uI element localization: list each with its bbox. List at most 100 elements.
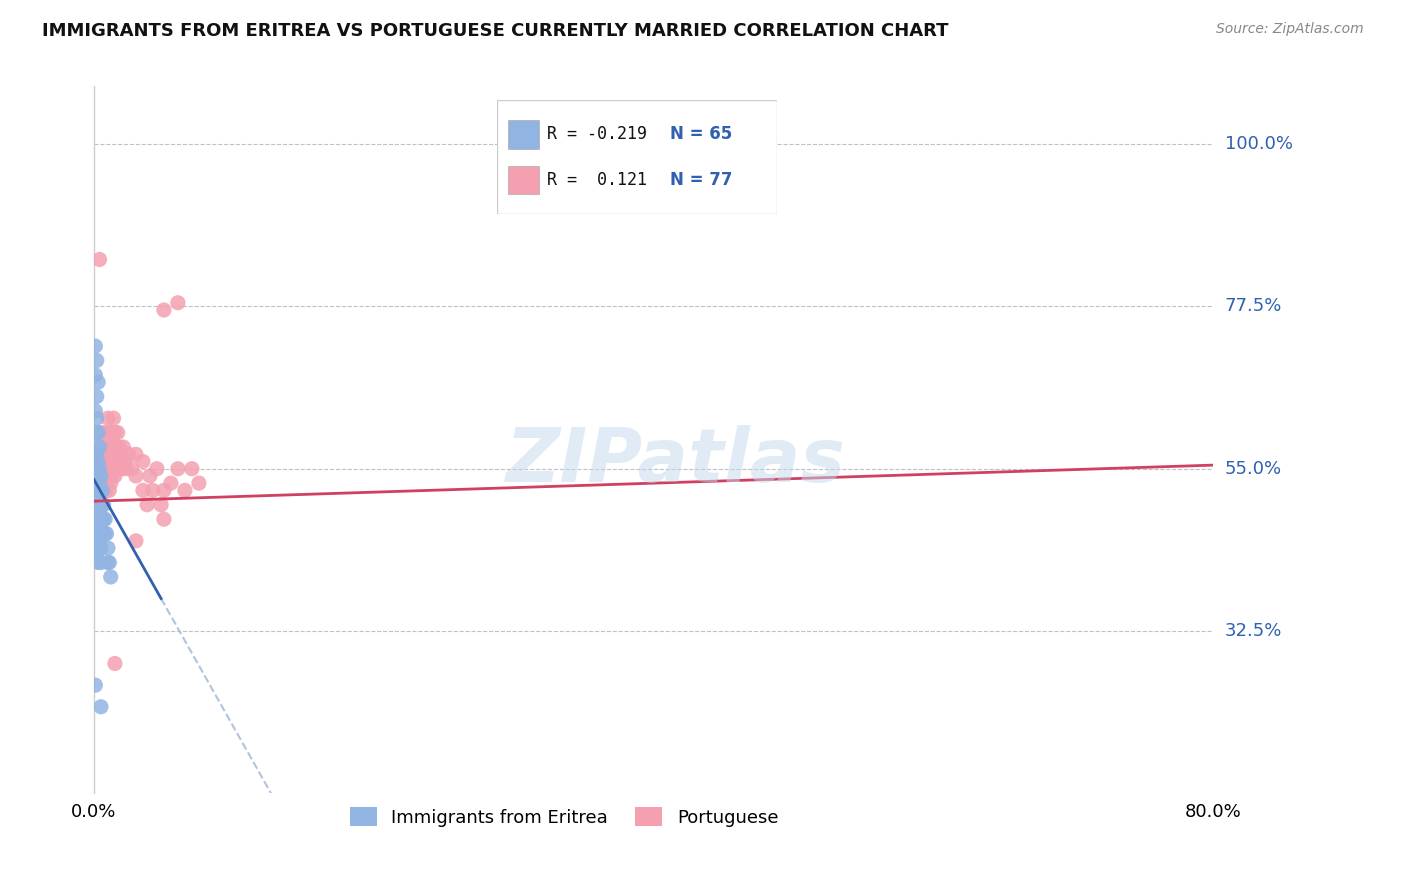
Point — [115, 461, 138, 475]
Point — [103, 440, 125, 454]
Point — [174, 483, 197, 498]
Point — [86, 476, 108, 491]
Point — [87, 556, 110, 570]
Point — [89, 440, 111, 454]
Point — [104, 447, 127, 461]
Point — [87, 541, 110, 555]
Point — [98, 483, 121, 498]
Point — [100, 440, 122, 454]
Point — [84, 461, 107, 475]
Point — [89, 533, 111, 548]
Point — [118, 447, 141, 461]
Point — [98, 425, 121, 440]
Point — [104, 657, 127, 671]
Point — [87, 440, 110, 454]
Point — [160, 476, 183, 491]
Point — [97, 447, 120, 461]
Point — [86, 512, 108, 526]
Point — [107, 425, 129, 440]
Point — [97, 556, 120, 570]
Point — [91, 512, 114, 526]
Point — [90, 425, 112, 440]
Point — [108, 440, 131, 454]
Point — [89, 440, 111, 454]
Point — [98, 454, 121, 468]
Point — [87, 483, 110, 498]
Point — [136, 498, 159, 512]
Point — [90, 699, 112, 714]
Point — [84, 519, 107, 533]
Point — [100, 570, 122, 584]
Text: 100.0%: 100.0% — [1225, 135, 1292, 153]
Point — [108, 461, 131, 475]
Text: 77.5%: 77.5% — [1225, 297, 1282, 316]
Point — [84, 404, 107, 418]
Point — [97, 411, 120, 425]
Text: IMMIGRANTS FROM ERITREA VS PORTUGUESE CURRENTLY MARRIED CORRELATION CHART: IMMIGRANTS FROM ERITREA VS PORTUGUESE CU… — [42, 22, 949, 40]
Point — [101, 425, 124, 440]
Point — [90, 483, 112, 498]
Point — [86, 447, 108, 461]
Point — [104, 469, 127, 483]
Point — [90, 469, 112, 483]
Point — [86, 425, 108, 440]
Point — [94, 512, 117, 526]
Point — [93, 512, 115, 526]
Point — [90, 498, 112, 512]
Point — [90, 461, 112, 475]
Point — [180, 461, 202, 475]
Point — [91, 526, 114, 541]
Point — [167, 295, 190, 310]
Point — [101, 469, 124, 483]
Point — [167, 461, 190, 475]
Point — [91, 469, 114, 483]
Point — [84, 469, 107, 483]
Point — [90, 476, 112, 491]
Point — [107, 447, 129, 461]
Point — [91, 454, 114, 468]
Point — [84, 491, 107, 505]
Point — [90, 541, 112, 555]
Point — [84, 339, 107, 353]
Point — [94, 454, 117, 468]
Legend: Immigrants from Eritrea, Portuguese: Immigrants from Eritrea, Portuguese — [343, 800, 786, 834]
Point — [84, 425, 107, 440]
Point — [150, 498, 173, 512]
Point — [89, 252, 111, 267]
Point — [132, 483, 155, 498]
Point — [96, 461, 118, 475]
Point — [89, 461, 111, 475]
Point — [105, 440, 128, 454]
Text: 32.5%: 32.5% — [1225, 622, 1282, 640]
Point — [93, 526, 115, 541]
Point — [89, 454, 111, 468]
Point — [89, 491, 111, 505]
Point — [153, 512, 176, 526]
Point — [103, 461, 125, 475]
Point — [103, 411, 125, 425]
Point — [146, 461, 169, 475]
Point — [86, 533, 108, 548]
Point — [91, 440, 114, 454]
Point — [93, 461, 115, 475]
Point — [93, 483, 115, 498]
Point — [84, 476, 107, 491]
Point — [114, 454, 136, 468]
Point — [86, 519, 108, 533]
Point — [125, 469, 148, 483]
Point — [89, 505, 111, 519]
Point — [153, 483, 176, 498]
Point — [87, 454, 110, 468]
Point — [86, 461, 108, 475]
Point — [100, 476, 122, 491]
Point — [84, 483, 107, 498]
Point — [87, 469, 110, 483]
Point — [104, 425, 127, 440]
Point — [86, 498, 108, 512]
Point — [89, 476, 111, 491]
Point — [86, 447, 108, 461]
Point — [125, 533, 148, 548]
Point — [98, 556, 121, 570]
Point — [84, 498, 107, 512]
Point — [91, 498, 114, 512]
